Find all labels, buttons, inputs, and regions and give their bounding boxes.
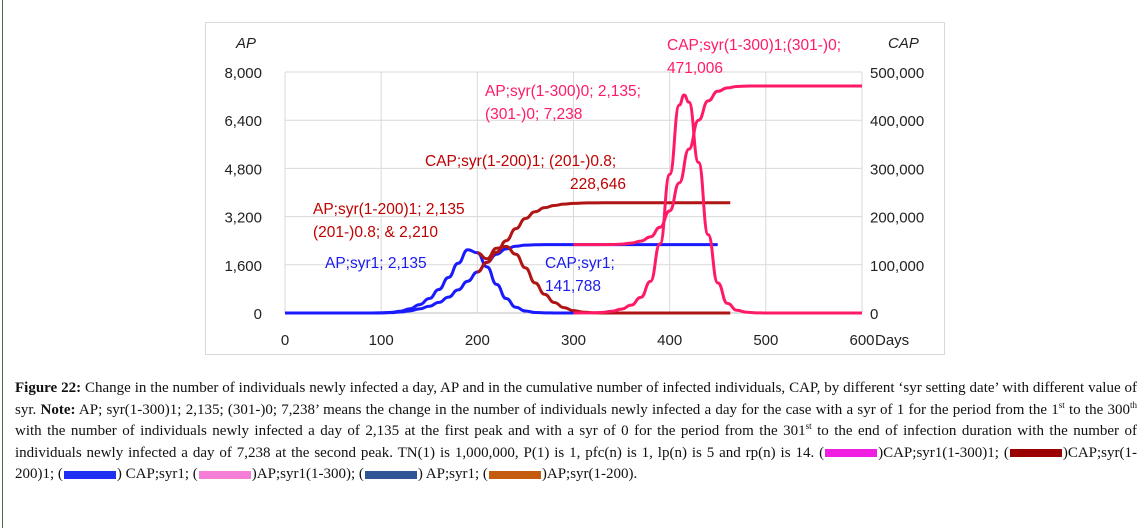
- legend-label: AP;syr(1-200).: [546, 466, 638, 482]
- legend-swatch: [488, 470, 541, 479]
- y-left-tick-label: 1,600: [224, 258, 262, 275]
- y-left-tick-label: 8,000: [224, 65, 262, 82]
- x-tick-label: 600: [849, 332, 874, 349]
- y-left-axis-label: AP: [235, 35, 256, 52]
- series-line-ap-syr-1-300-1-301-0: [573, 93, 862, 315]
- y-right-tick-label: 100,000: [870, 258, 924, 275]
- superscript: th: [1129, 399, 1137, 410]
- series-line-cap-syr-1-300-1-301-0: [573, 84, 862, 247]
- annotation-label: CAP;syr(1-300)1;(301-)0;: [667, 37, 841, 54]
- x-axis-label: Days: [875, 332, 909, 349]
- superscript: st: [1058, 399, 1065, 410]
- y-right-tick-label: 300,000: [870, 161, 924, 178]
- y-right-tick-label: 500,000: [870, 65, 924, 82]
- x-tick-label: 0: [281, 332, 289, 349]
- series-line-cap-syr1: [285, 243, 718, 315]
- y-right-tick-label: 200,000: [870, 210, 924, 227]
- chart-frame: [205, 22, 945, 355]
- legend-label: CAP;syr1;: [121, 466, 193, 482]
- x-tick-label: 300: [561, 332, 586, 349]
- legend-swatch: [1009, 449, 1062, 458]
- legend-swatch: [364, 470, 417, 479]
- y-right-tick-label: 0: [870, 306, 878, 323]
- y-left-tick-label: 3,200: [224, 210, 262, 227]
- chart: AP CAP Days 0 1,600 3,200 4,800 6,400 8,000 0 1…: [224, 35, 924, 349]
- annotations: CAP;syr(1-300)1;(301-)0; 471,006 AP;syr(1-…: [313, 37, 841, 295]
- annotation-label: CAP;syr(1-200)1; (201-)0.8;: [425, 153, 616, 170]
- y-right-tick-label: 400,000: [870, 113, 924, 130]
- legend-label: AP;syr1(1-300);: [256, 466, 359, 482]
- legend-swatch: [825, 449, 878, 458]
- x-tick-label: 100: [369, 332, 394, 349]
- annotation-label: (201-)0.8; & 2,210: [313, 224, 438, 241]
- page-border: [2, 0, 3, 528]
- annotation-label: 228,646: [570, 176, 626, 193]
- y-left-tick-label: 4,800: [224, 161, 262, 178]
- y-left-tick-label: 6,400: [224, 113, 262, 130]
- legend-label: CAP;syr1(1-300)1;: [883, 444, 1004, 461]
- series-lines: [285, 84, 862, 315]
- annotation-label: AP;syr(1-200)1; 2,135: [313, 201, 465, 218]
- superscript: st: [805, 421, 812, 431]
- annotation-label: (301-)0; 7,238: [485, 106, 582, 123]
- annotation-label: 141,788: [545, 278, 601, 295]
- x-tick-label: 500: [753, 332, 778, 349]
- annotation-label: 471,006: [667, 60, 723, 77]
- caption-text: to the end of infection duration with th…: [15, 423, 1137, 461]
- series-line-cap-syr-1-200-1-201-0-8: [476, 201, 731, 274]
- legend: ()CAP;syr1(1-300)1; ()CAP;syr(1-200)1; (…: [15, 444, 1137, 483]
- x-tick-label: 400: [657, 332, 682, 349]
- legend-swatch: [63, 470, 116, 479]
- figure-caption: Figure 22: Change in the number of indiv…: [15, 378, 1137, 486]
- note-label: Note:: [40, 401, 76, 418]
- y-left-tick-label: 0: [254, 306, 262, 323]
- y-right-axis-label: CAP: [888, 35, 919, 52]
- legend-label: CAP;syr(1-200)1;: [15, 444, 1137, 483]
- annotation-label: AP;syr(1-300)0; 2,135;: [485, 83, 641, 100]
- caption-text: with the number of individuals newly inf…: [15, 423, 806, 439]
- caption-text: AP; syr(1-300)1; 2,135; (301-)0; 7,238’ …: [75, 401, 1059, 418]
- legend-swatch: [198, 470, 251, 479]
- caption-text: to the 300: [1064, 401, 1130, 418]
- annotation-label: CAP;syr1;: [545, 255, 615, 272]
- tick-labels: 0 1,600 3,200 4,800 6,400 8,000 0 100,000 200,00…: [224, 65, 924, 349]
- caption-text: Change in the number of individuals newl…: [15, 380, 1138, 418]
- x-tick-label: 200: [465, 332, 490, 349]
- annotation-label: AP;syr1; 2,135: [325, 255, 427, 272]
- figure-label: Figure 22:: [15, 380, 82, 396]
- legend-label: AP;syr1;: [422, 466, 483, 482]
